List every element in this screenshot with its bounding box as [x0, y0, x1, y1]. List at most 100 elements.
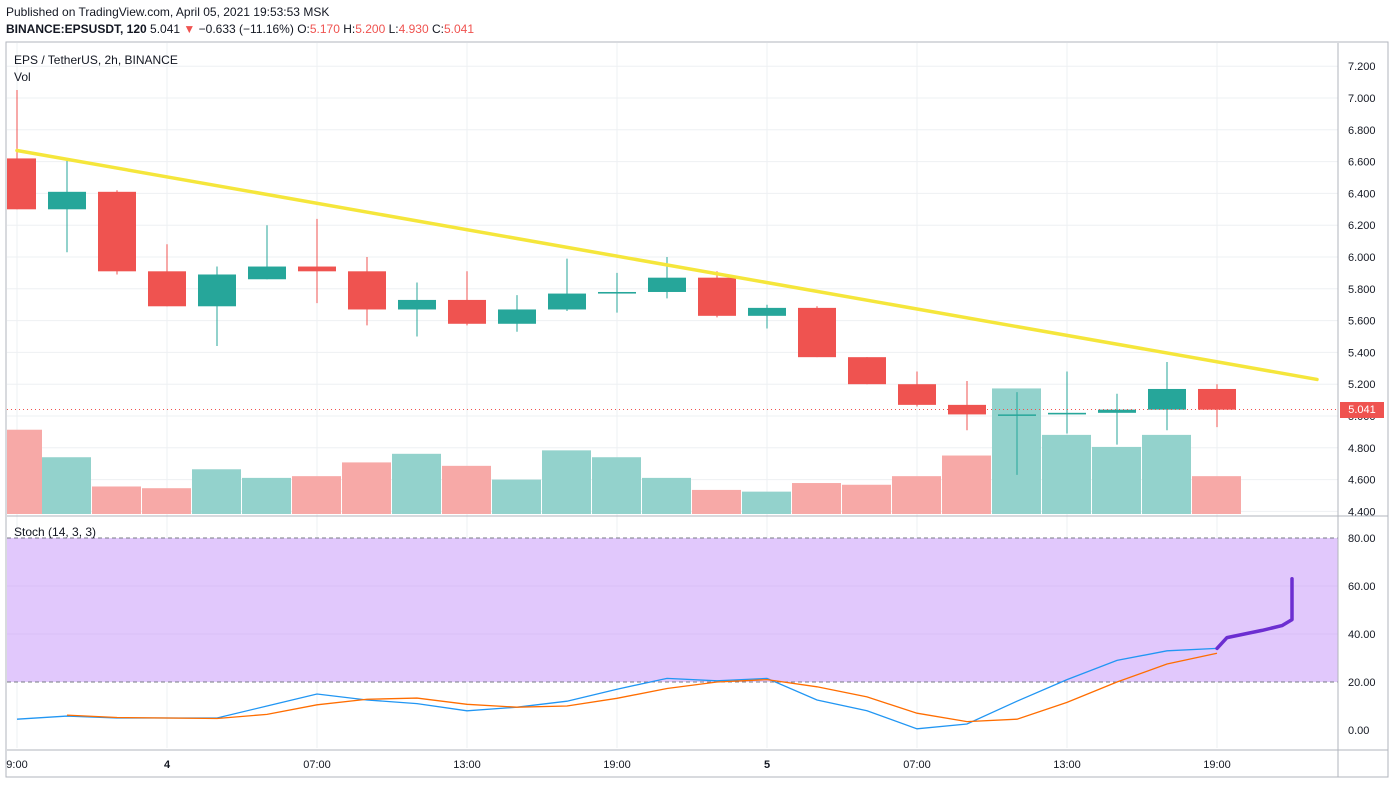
axes: 7.200 7.000 6.800 6.600 6.400 6.200 6.000 5.800… — [6, 43, 1388, 777]
candle-body — [7, 158, 36, 210]
volume-bar — [692, 489, 741, 514]
volume-bar — [642, 477, 691, 514]
chart-border — [5, 41, 1389, 778]
candle-body — [48, 191, 86, 210]
candle-body — [498, 309, 536, 324]
trendline — [15, 148, 1319, 382]
high-value: 5.200 — [355, 22, 386, 36]
volume-bar — [942, 455, 991, 514]
stoch-d-line — [66, 652, 1218, 723]
time-tick-label: 13:00 — [453, 759, 481, 771]
time-tick-label: 13:00 — [1053, 759, 1081, 771]
price-tick-label: 5.800 — [1348, 284, 1376, 296]
price-tick-label: 4.400 — [1348, 506, 1376, 518]
down-arrow-icon: ▼ — [183, 22, 196, 36]
volume-bar — [742, 491, 791, 514]
pair-legend: EPS / TetherUS, 2h, BINANCE — [14, 53, 178, 67]
published-info: Published on TradingView.com, April 05, … — [6, 5, 330, 19]
stoch-drawing — [1215, 577, 1294, 651]
candle-body — [848, 357, 886, 385]
price-tick-label: 5.200 — [1348, 379, 1376, 391]
symbol-header: BINANCE:EPSUSDT, 120 5.041 ▼ −0.633 (−11… — [6, 22, 474, 36]
volume-bar — [792, 483, 841, 514]
stoch-tick-label: 60.00 — [1348, 581, 1376, 593]
time-tick-label: 19:00 — [603, 759, 631, 771]
candle-body — [648, 277, 686, 292]
volume-bar — [292, 476, 341, 514]
price-tick-label: 7.000 — [1348, 93, 1376, 105]
volume-bar — [442, 465, 491, 514]
price-change: −0.633 (−11.16%) — [198, 22, 294, 36]
price-tick-label: 6.600 — [1348, 157, 1376, 169]
candle-body — [98, 191, 136, 272]
low-value: 4.930 — [398, 22, 429, 36]
stoch-tick-label: 80.00 — [1348, 533, 1376, 545]
stoch-band — [7, 538, 1338, 682]
candle-body — [398, 299, 436, 310]
candle-body — [198, 274, 236, 307]
volume-bar — [592, 457, 641, 514]
close-label: C: — [432, 22, 444, 36]
volume-bar — [892, 476, 941, 514]
price-tick-label: 6.800 — [1348, 125, 1376, 137]
open-label: O: — [297, 22, 310, 36]
candle-body — [1148, 388, 1186, 410]
volume-bar — [7, 429, 42, 514]
price-tick-label: 5.400 — [1348, 347, 1376, 359]
candle-body — [148, 271, 186, 307]
candle-body — [748, 307, 786, 316]
stoch-tick-label: 20.00 — [1348, 677, 1376, 689]
time-tick-label: 07:00 — [903, 759, 931, 771]
price-tick-label: 6.400 — [1348, 188, 1376, 200]
volume-bar — [1142, 434, 1191, 514]
candle-body — [248, 266, 286, 280]
volume-bar — [392, 453, 441, 514]
price-tick-label: 4.600 — [1348, 475, 1376, 487]
stoch-pane — [7, 537, 1338, 730]
candle-body — [698, 277, 736, 316]
candle-body — [1198, 388, 1236, 410]
symbol-name: BINANCE:EPSUSDT, 120 — [6, 22, 147, 36]
candle-body — [548, 293, 586, 310]
stoch-tick-label: 40.00 — [1348, 629, 1376, 641]
candle-body — [348, 271, 386, 310]
volume-bars — [7, 388, 1241, 514]
candle-body — [1048, 412, 1086, 415]
candle-body — [898, 384, 936, 405]
volume-bar — [92, 486, 141, 514]
stoch-tick-label: 0.00 — [1348, 725, 1369, 737]
price-tick-label: 7.200 — [1348, 61, 1376, 73]
candle-body — [998, 414, 1036, 416]
open-value: 5.170 — [309, 22, 340, 36]
price-tick-label: 6.000 — [1348, 252, 1376, 264]
volume-bar — [492, 479, 541, 514]
candle-body — [598, 291, 636, 294]
price-tick-label: 5.600 — [1348, 316, 1376, 328]
time-tick-label: 07:00 — [303, 759, 331, 771]
volume-bar — [242, 477, 291, 514]
stoch-legend: Stoch (14, 3, 3) — [14, 525, 97, 539]
volume-bar — [1192, 476, 1241, 514]
candle-body — [798, 307, 836, 358]
high-label: H: — [343, 22, 356, 36]
last-price: 5.041 — [150, 22, 181, 36]
candle-body — [448, 299, 486, 324]
low-label: L: — [388, 22, 399, 36]
volume-bar — [1042, 434, 1091, 514]
time-tick-label: 5 — [764, 759, 770, 771]
candlesticks — [7, 90, 1236, 475]
vol-legend: Vol — [14, 70, 31, 84]
volume-bar — [1092, 446, 1141, 514]
volume-bar — [192, 469, 241, 514]
volume-bar — [42, 457, 91, 514]
time-tick-label: 19:00 — [1203, 759, 1231, 771]
price-tick-label: 6.200 — [1348, 220, 1376, 232]
price-tick-label: 4.800 — [1348, 443, 1376, 455]
time-tick-label: 4 — [164, 759, 171, 771]
volume-bar — [542, 450, 591, 514]
candle-body — [1098, 409, 1136, 413]
volume-bar — [142, 488, 191, 514]
volume-bar — [842, 484, 891, 514]
last-price-label: 5.041 — [1340, 402, 1384, 418]
